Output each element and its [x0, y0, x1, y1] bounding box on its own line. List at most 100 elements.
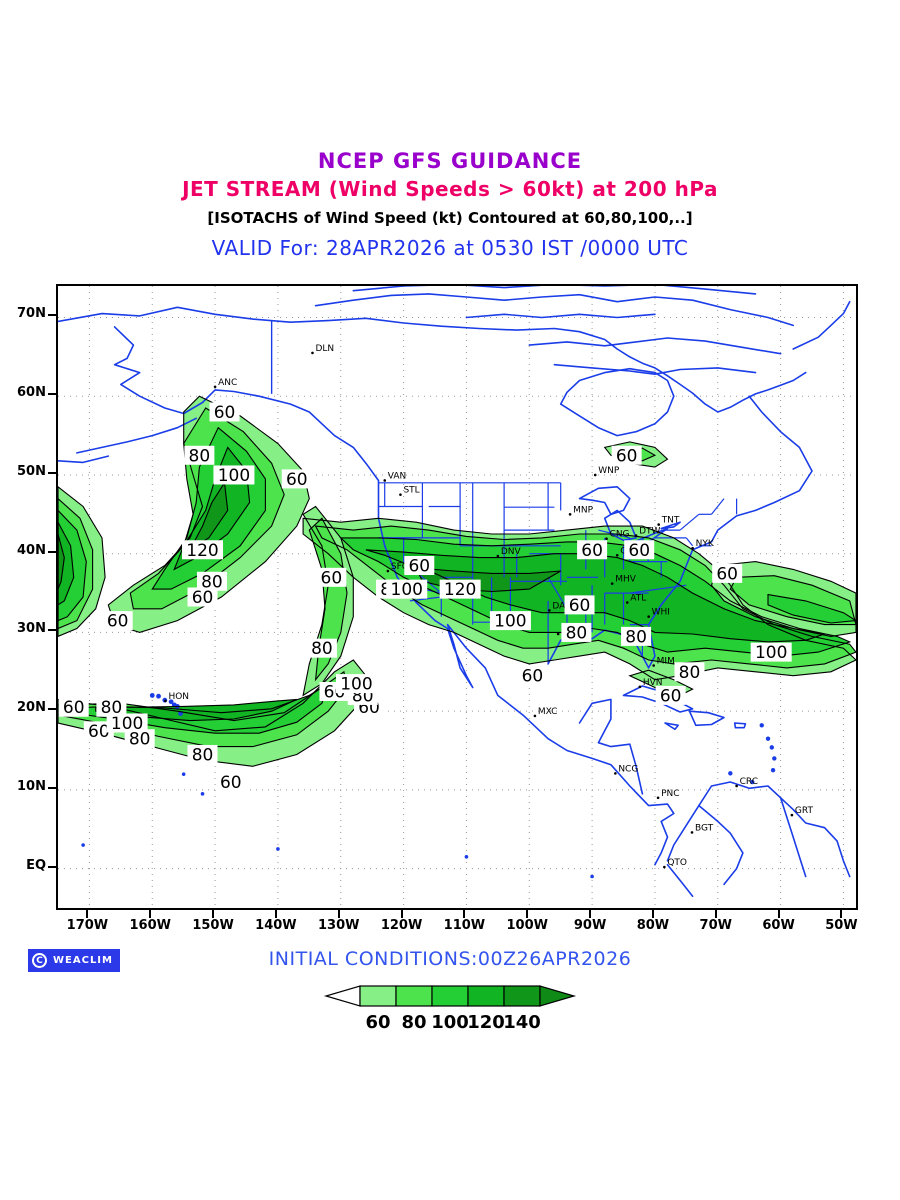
city-label-grt: GRT [795, 806, 814, 816]
contour-label-text: 60 [107, 612, 129, 632]
contour-label-text: 60 [628, 541, 650, 561]
city-label-dnv: DNV [501, 547, 522, 557]
city-label-bgt: BGT [695, 823, 714, 833]
contour-label-text: 80 [679, 663, 701, 683]
x-axis-tick-60w: 60W [762, 918, 795, 933]
city-marker [656, 796, 660, 800]
city-marker [164, 699, 167, 703]
contour-label-text: 120 [444, 580, 476, 600]
contour-label: 60 [102, 611, 133, 632]
y-axis-tick-eq: EQ [26, 857, 46, 873]
title-ncep-gfs-guidance: NCEP GFS GUIDANCE [317, 149, 583, 173]
x-axis-tickmark [86, 910, 89, 918]
y-axis-tick-70n: 70N [17, 306, 46, 322]
contour-label: 100 [386, 579, 428, 600]
contour-label: 120 [182, 540, 224, 561]
map-canvas: ANCDLNVANSTLSFCDNVMNPWNPCNGCLODTWTNTNYKM… [58, 286, 856, 908]
contour-label-text: 60 [220, 773, 242, 793]
contour-label: 80 [96, 697, 127, 718]
city-label-cng: CNG [610, 530, 630, 540]
x-axis-tickmark [463, 910, 466, 918]
x-axis-tickmark [337, 910, 340, 918]
city-marker [625, 601, 629, 604]
colorbar-right-arrow [539, 985, 577, 1007]
x-axis-tick-120w: 120W [380, 918, 423, 933]
contour-label: 80 [184, 445, 215, 466]
y-axis-tick-30n: 30N [17, 621, 46, 637]
x-axis-tickmark [212, 910, 215, 918]
city-marker [638, 685, 642, 689]
contour-label: 80 [306, 638, 337, 659]
map-plot-area[interactable]: ANCDLNVANSTLSFCDNVMNPWNPCNGCLODTWTNTNYKM… [56, 284, 858, 910]
city-marker [386, 569, 390, 573]
y-axis-tickmark [48, 550, 56, 553]
contour-label: 60 [215, 772, 246, 793]
city-label-nyk: NYK [696, 539, 715, 549]
contour-label: 60 [577, 540, 608, 561]
x-axis-tickmark [777, 910, 780, 918]
contour-label: 60 [281, 469, 312, 490]
city-marker [213, 385, 217, 389]
x-axis-tick-80w: 80W [636, 918, 670, 933]
city-marker [593, 473, 597, 477]
colorbar: 60 80 100 120 140 [0, 984, 900, 1038]
contour-label-text: 80 [201, 572, 223, 592]
contour-label-text: 120 [186, 541, 218, 561]
city-marker [614, 772, 617, 775]
city-label-mhv: MHV [615, 575, 637, 585]
contour-label-text: 60 [660, 686, 682, 706]
city-label-mxc: MXC [538, 707, 558, 717]
city-marker [735, 784, 738, 788]
contour-label-text: 60 [581, 541, 603, 561]
x-axis-tick-70w: 70W [699, 918, 732, 933]
colorbar-left-arrow [323, 985, 361, 1007]
x-axis-tickmark [526, 910, 529, 918]
city-label-crc: CRC [740, 777, 758, 787]
colorbar-swatch-2 [431, 985, 469, 1007]
city-label-hvn: HVN [643, 678, 663, 688]
contour-label: 80 [124, 729, 155, 750]
x-axis-tickmark [149, 910, 152, 918]
colorbar-tick-100: 100 [431, 1012, 469, 1033]
city-marker [556, 632, 560, 636]
x-axis-tick-160w: 160W [129, 918, 171, 933]
contour-label-text: 80 [101, 698, 123, 718]
title-valid-for: VALID For: 28APR2026 at 0530 IST /0000 U… [211, 236, 689, 260]
x-axis-tick-50w: 50W [825, 918, 858, 933]
contour-label-text: 60 [616, 446, 638, 466]
colorbar-swatch-4 [503, 985, 541, 1007]
contour-label-text: 60 [88, 722, 110, 742]
x-axis-tickmark [274, 910, 277, 918]
contour-label: 100 [213, 465, 255, 486]
city-marker [548, 609, 551, 612]
y-axis-tickmark [48, 786, 56, 789]
x-axis-tickmark [651, 910, 654, 918]
contour-label-text: 60 [716, 564, 738, 584]
city-marker [399, 493, 402, 496]
city-marker [647, 615, 650, 618]
city-label-anc: ANC [218, 378, 237, 388]
title-isotachs-note: [ISOTACHS of Wind Speed (kt) Contoured a… [207, 209, 693, 227]
city-label-atl: ATL [630, 594, 646, 604]
city-marker [657, 523, 660, 526]
contour-label-text: 60 [286, 470, 308, 490]
contour-label: 60 [58, 697, 89, 718]
contour-label: 80 [561, 622, 592, 643]
city-marker [790, 813, 794, 817]
contour-label-text: 80 [192, 745, 214, 765]
contour-label-text: 60 [522, 667, 544, 687]
contour-label-text: 80 [189, 446, 211, 466]
x-axis-tick-100w: 100W [506, 918, 548, 933]
contour-label: 60 [209, 402, 240, 423]
city-marker [690, 831, 694, 834]
contour-label: 100 [489, 611, 531, 632]
city-marker [383, 479, 387, 482]
contour-label: 60 [404, 556, 435, 577]
city-marker [691, 546, 694, 550]
city-label-dln: DLN [315, 344, 334, 354]
contour-label-text: 60 [214, 403, 236, 423]
x-axis-tickmark [840, 910, 843, 918]
x-axis-tickmark [400, 910, 403, 918]
contour-label-text: 80 [625, 627, 647, 647]
